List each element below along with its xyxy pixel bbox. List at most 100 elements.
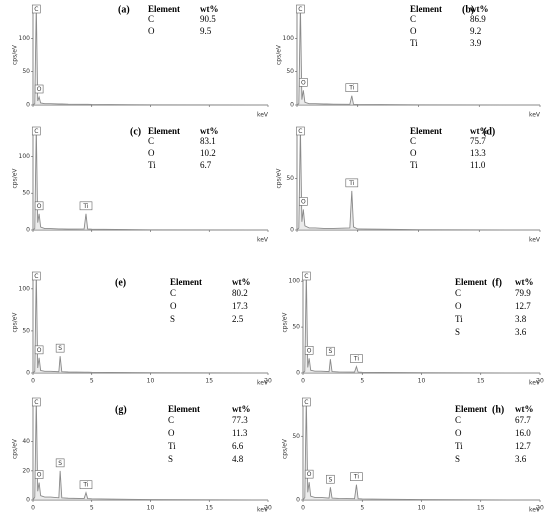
peak-label: O bbox=[37, 347, 42, 354]
table-value: 75.7 bbox=[470, 136, 486, 146]
x-tick-label: 20 bbox=[264, 505, 272, 512]
table-value: 10.2 bbox=[200, 148, 216, 158]
panel-label: (b) bbox=[462, 4, 474, 15]
peak-label: Ti bbox=[348, 180, 354, 187]
x-axis-label: keV bbox=[257, 507, 269, 514]
x-tick-label: 15 bbox=[205, 378, 213, 385]
x-tick-label: 10 bbox=[418, 505, 426, 512]
peak-label: C bbox=[34, 273, 38, 280]
table-value: 6.6 bbox=[232, 441, 244, 451]
y-axis-label: cps/eV bbox=[276, 44, 283, 65]
peak-label: O bbox=[37, 86, 42, 93]
peak-label: Ti bbox=[353, 474, 359, 481]
table-value: 13.3 bbox=[470, 148, 486, 158]
table-header: wt% bbox=[515, 277, 534, 287]
x-tick-label: 0 bbox=[31, 378, 35, 385]
table-value: 90.5 bbox=[200, 14, 216, 24]
table-element: C bbox=[148, 136, 154, 146]
y-tick-label: 100 bbox=[283, 35, 295, 42]
y-tick-label: 0 bbox=[296, 370, 300, 377]
peak-label-box bbox=[296, 4, 305, 14]
peak-label: Ti bbox=[82, 203, 88, 210]
table-header: wt% bbox=[200, 126, 219, 136]
y-axis-label: cps/eV bbox=[282, 438, 289, 459]
peak-label-box bbox=[55, 343, 65, 353]
spectrum-line bbox=[296, 4, 541, 106]
spectrum-line bbox=[296, 126, 541, 231]
x-tick-label: 0 bbox=[301, 505, 305, 512]
table-element: S bbox=[455, 327, 460, 337]
peak-label-box bbox=[34, 201, 44, 211]
y-axis-label: cps/eV bbox=[282, 312, 289, 333]
table-element: C bbox=[455, 288, 461, 298]
table-value: 9.5 bbox=[200, 26, 212, 36]
table-element: O bbox=[410, 148, 417, 158]
peak-label: O bbox=[37, 472, 42, 479]
table-element: Ti bbox=[410, 160, 418, 170]
x-axis-label: keV bbox=[529, 507, 541, 514]
table-value: 11.0 bbox=[470, 160, 486, 170]
peak-label: S bbox=[58, 460, 62, 467]
y-tick-label: 0 bbox=[26, 227, 30, 234]
peak-label-box bbox=[34, 345, 44, 355]
x-axis-label: keV bbox=[529, 112, 541, 119]
table-value: 6.7 bbox=[200, 160, 212, 170]
peak-label-box bbox=[350, 472, 363, 482]
table-header: Element bbox=[410, 126, 442, 136]
y-tick-label: 0 bbox=[290, 102, 294, 109]
peak-label: Ti bbox=[348, 85, 354, 92]
table-element: C bbox=[170, 288, 176, 298]
table-value: 79.9 bbox=[515, 288, 531, 298]
peak-label-box bbox=[34, 470, 44, 479]
y-tick-label: 20 bbox=[22, 467, 30, 474]
y-tick-label: 50 bbox=[292, 433, 300, 440]
table-element: O bbox=[455, 428, 462, 438]
table-value: 77.3 bbox=[232, 415, 248, 425]
y-axis-label: cps/eV bbox=[12, 312, 19, 333]
table-element: Ti bbox=[455, 441, 463, 451]
x-tick-label: 15 bbox=[477, 505, 485, 512]
table-header: wt% bbox=[232, 404, 251, 414]
table-value: 4.8 bbox=[232, 454, 244, 464]
y-tick-label: 50 bbox=[22, 190, 30, 197]
peak-label-box bbox=[31, 4, 41, 14]
table-element: O bbox=[455, 301, 462, 311]
peak-label-box bbox=[31, 397, 41, 407]
peak-label-box bbox=[302, 271, 311, 281]
table-element: Ti bbox=[410, 38, 418, 48]
table-value: 3.6 bbox=[515, 327, 527, 337]
panel-label: (e) bbox=[115, 277, 126, 288]
table-value: 83.1 bbox=[200, 136, 216, 146]
peak-label: S bbox=[328, 348, 332, 355]
table-header: wt% bbox=[470, 126, 489, 136]
peak-label-box bbox=[34, 84, 44, 94]
table-header: Element bbox=[410, 4, 442, 14]
table-value: 12.7 bbox=[515, 441, 531, 451]
peak-label: S bbox=[328, 476, 332, 483]
table-element: O bbox=[410, 26, 417, 36]
table-element: O bbox=[170, 301, 177, 311]
peak-label-box bbox=[326, 474, 335, 484]
y-tick-label: 40 bbox=[22, 438, 30, 445]
table-value: 3.8 bbox=[515, 314, 527, 324]
table-value: 3.6 bbox=[515, 454, 527, 464]
x-tick-label: 0 bbox=[31, 505, 35, 512]
y-tick-label: 100 bbox=[19, 35, 31, 42]
peak-label: O bbox=[301, 198, 306, 205]
table-value: 16.0 bbox=[515, 428, 531, 438]
x-tick-label: 15 bbox=[477, 378, 485, 385]
table-header: Element bbox=[170, 277, 202, 287]
table-element: S bbox=[168, 454, 173, 464]
y-tick-label: 100 bbox=[289, 278, 301, 285]
table-element: Ti bbox=[455, 314, 463, 324]
table-value: 80.2 bbox=[232, 288, 248, 298]
panel-label: (f) bbox=[492, 277, 502, 288]
panel-label: (g) bbox=[115, 404, 127, 415]
peak-label: O bbox=[307, 347, 312, 354]
table-element: Ti bbox=[168, 441, 176, 451]
table-element: C bbox=[455, 415, 461, 425]
y-axis-label: cps/eV bbox=[12, 438, 19, 459]
peak-label-box bbox=[79, 480, 93, 490]
y-tick-label: 0 bbox=[296, 497, 300, 504]
